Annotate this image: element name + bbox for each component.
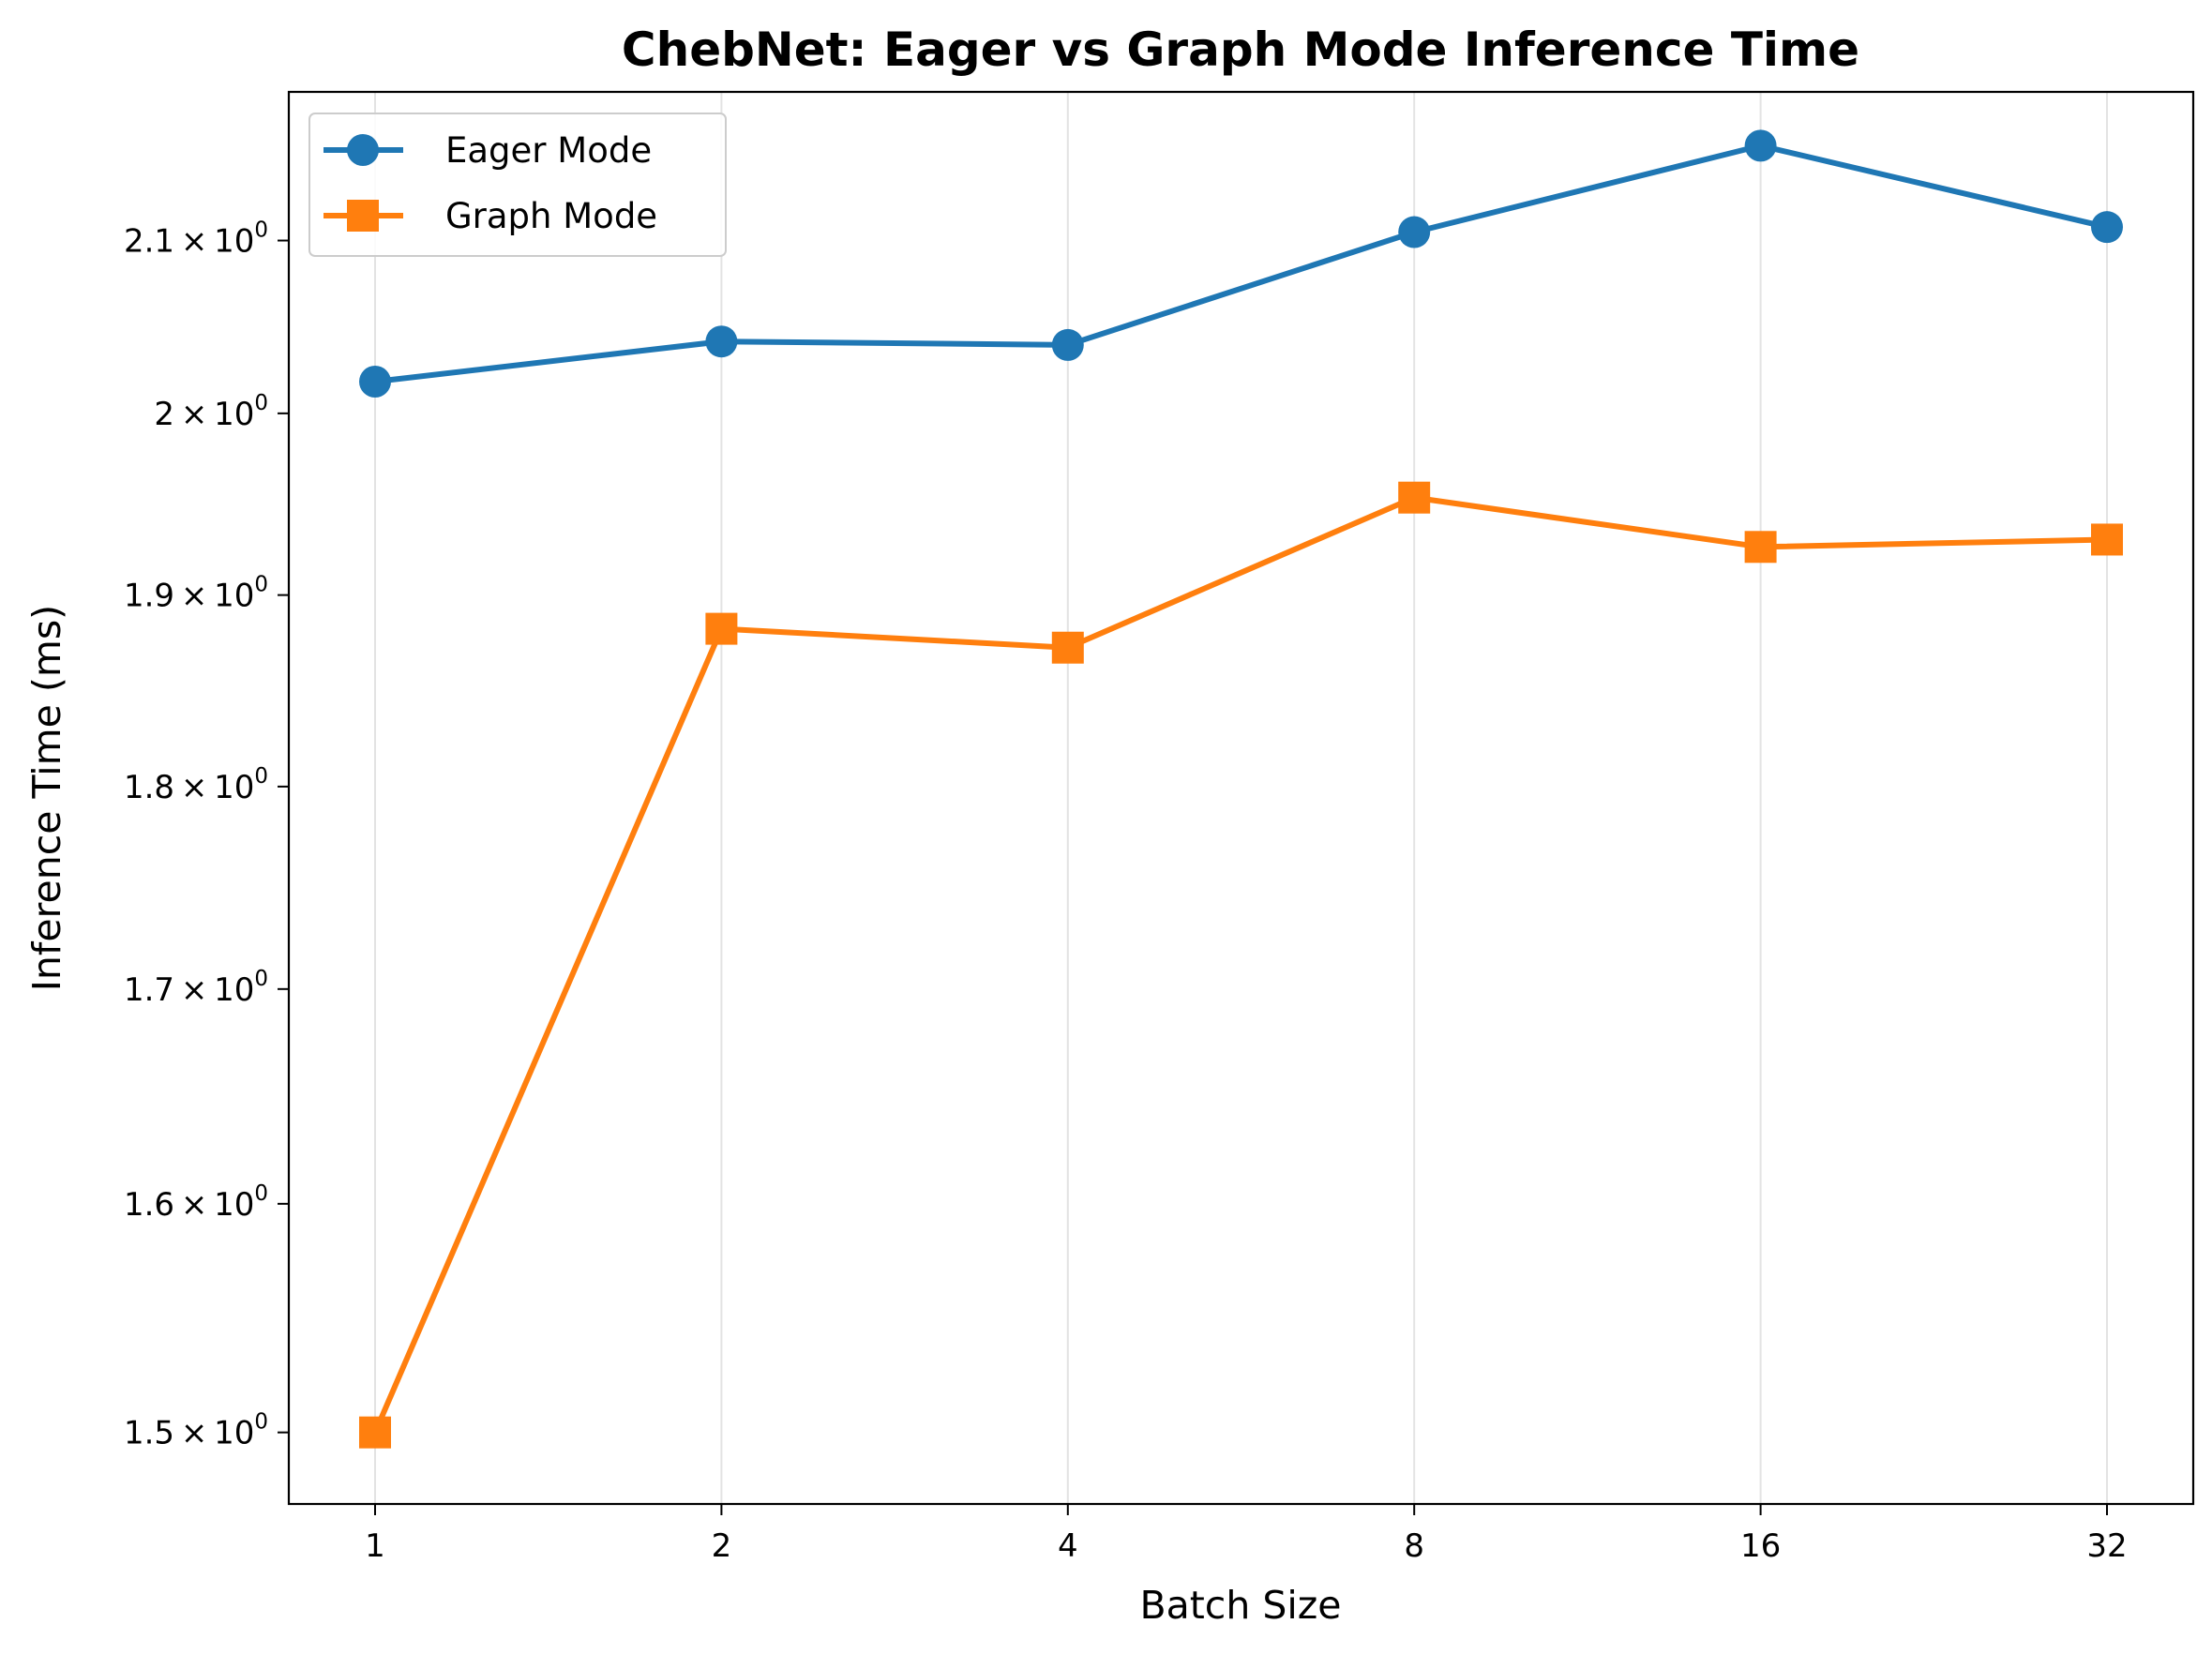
- y-tick-label: 1.5 × 100: [124, 1410, 268, 1452]
- legend-item: Graph Mode: [324, 196, 657, 236]
- legend-label: Graph Mode: [445, 196, 657, 236]
- data-point: [1051, 631, 1084, 664]
- x-tick-label: 4: [1058, 1527, 1078, 1565]
- legend-marker: [347, 200, 379, 232]
- x-tick-label: 2: [712, 1527, 732, 1565]
- y-tick-label: 1.7 × 100: [124, 967, 268, 1009]
- data-point: [705, 325, 738, 358]
- legend: Eager Mode Graph Mode: [308, 113, 727, 257]
- plot-frame: [287, 90, 2195, 1506]
- legend-box: [308, 113, 727, 257]
- y-tick-label: 2.1 × 100: [124, 218, 268, 261]
- y-tick-label: 1.9 × 100: [124, 573, 268, 615]
- chart-title: ChebNet: Eager vs Graph Mode Inference T…: [622, 23, 1859, 77]
- x-tick-label: 1: [365, 1527, 385, 1565]
- y-axis: 1.5 × 100 1.6 × 100 1.7 × 100 1.8 × 100 1.9 …: [124, 218, 289, 1452]
- data-point: [1744, 531, 1777, 564]
- y-axis-label: Inference Time (ms): [24, 605, 69, 991]
- data-point: [1744, 129, 1777, 162]
- y-tick-label: 2 × 100: [154, 391, 268, 433]
- data-point: [1398, 216, 1431, 248]
- legend-label: Eager Mode: [445, 130, 652, 171]
- data-point: [1398, 481, 1431, 514]
- data-point: [359, 366, 391, 398]
- x-axis: 1 2 4 8 16 32: [365, 1504, 2128, 1565]
- series-2: [359, 481, 2123, 1449]
- x-tick-label: 16: [1740, 1527, 1781, 1565]
- data-point: [705, 612, 738, 645]
- data-point: [1051, 328, 1084, 361]
- x-axis-label: Batch Size: [1139, 1583, 1341, 1628]
- series-line: [372, 494, 2110, 1436]
- legend-item: Eager Mode: [324, 130, 652, 171]
- series-layer: [359, 129, 2123, 1449]
- x-tick-label: 32: [2086, 1527, 2127, 1565]
- y-tick-label: 1.6 × 100: [124, 1181, 268, 1224]
- series-line: [372, 143, 2110, 384]
- data-point: [359, 1416, 391, 1449]
- data-point: [2091, 523, 2123, 556]
- data-point: [2091, 211, 2123, 244]
- x-tick-label: 8: [1404, 1527, 1424, 1565]
- y-tick-label: 1.8 × 100: [124, 764, 268, 806]
- legend-marker: [347, 134, 379, 166]
- series-1: [359, 129, 2123, 398]
